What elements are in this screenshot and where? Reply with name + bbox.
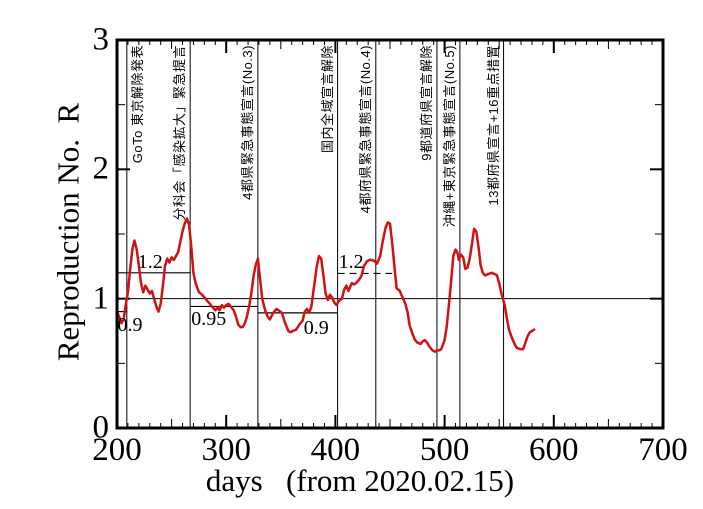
x-tick-label-600: 600 [529,432,579,468]
event-label-soe-no4-4-prefectures: 4都府県緊急事態宣言(No.4) [357,45,373,214]
ref-label-095: 0.95 [191,308,227,330]
x-tick-label-300: 300 [201,432,251,468]
ref-label-12-dashed: 1.2 [338,251,364,274]
ref-label-12-solid: 1.2 [137,251,163,274]
event-label-soe-no5-okinawa-tokyo: 沖縄+東京緊急事態宣言(No.5) [441,45,457,228]
x-tick-label-500: 500 [419,432,470,468]
event-label-subcommittee-emergency-proposal: 分科会「感染拡大」緊急提言 [172,45,188,221]
y-tick-label-3: 3 [92,21,110,58]
x-tick-label-400: 400 [310,432,361,468]
event-label-nationwide-declaration-lift: 国内全域宣言解除 [319,45,335,154]
y-tick-label-1: 1 [92,280,110,317]
y-axis-title: Reproduction No. R [50,102,86,362]
x-axis-title: days (from 2020.02.15) [205,463,515,498]
event-label-9-prefectures-lift: 9都道府県宣言解除 [418,45,434,161]
event-label-goto-tokyo-lift-announce: GoTo 東京解除発表 [129,45,145,164]
event-label-13-prefectures-priority-measures: 13都府県宣言+16重点措置 [485,45,501,206]
y-tick-label-0: 0 [92,409,110,446]
y-tick-label-2: 2 [92,150,110,187]
x-tick-label-200: 200 [92,432,142,468]
event-label-soe-no3-4-prefectures: 4都県緊急事態宣言(No.3) [239,45,255,200]
ref-label-09-second: 0.9 [303,317,329,340]
x-tick-label-700: 700 [638,432,688,468]
ref-label-09-first: 0.9 [117,313,143,336]
